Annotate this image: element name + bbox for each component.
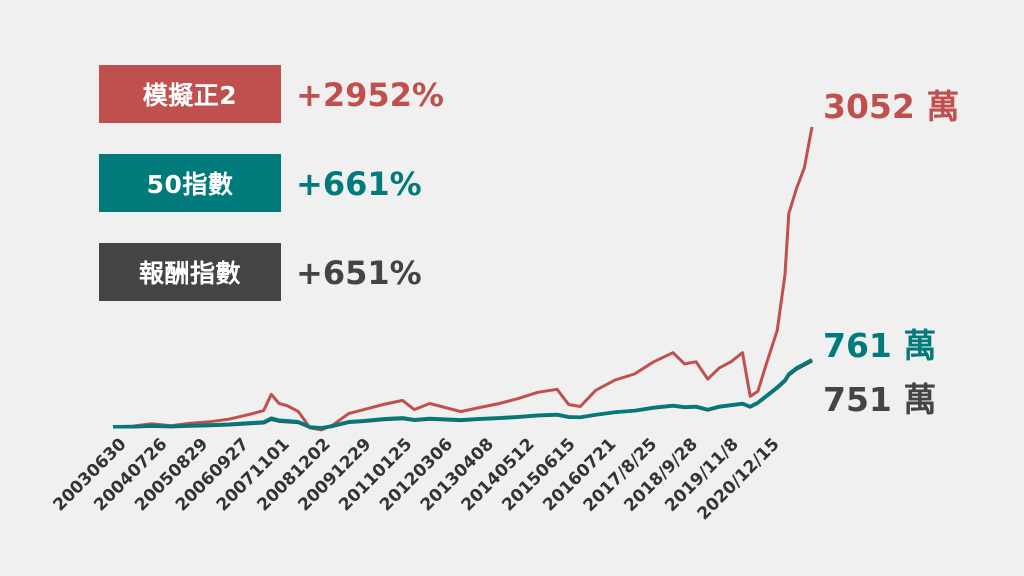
end-label-index-50: 761 萬 xyxy=(823,326,937,365)
legend-box-simulated-2x: 模擬正2 xyxy=(99,65,281,123)
legend-pct-index-50: +661% xyxy=(296,165,422,203)
series-line-index-50 xyxy=(112,358,813,430)
legend-box-index-50: 50指數 xyxy=(99,154,281,212)
series-line-return-index xyxy=(112,359,813,430)
legend-box-return-index: 報酬指數 xyxy=(99,243,281,301)
legend-label: 50指數 xyxy=(146,170,234,199)
chart-lines xyxy=(112,126,814,432)
end-label-return-index: 751 萬 xyxy=(823,380,937,419)
legend-label: 模擬正2 xyxy=(142,81,238,110)
legend-pct-simulated-2x: +2952% xyxy=(296,76,444,114)
x-axis-ticks: 2003063020040726200508292006092720071101… xyxy=(49,434,783,524)
series-line-simulated-2x xyxy=(112,126,814,432)
legend-label: 報酬指數 xyxy=(138,259,241,288)
legend-pct-return-index: +651% xyxy=(296,254,422,292)
end-label-simulated-2x: 3052 萬 xyxy=(823,87,960,126)
